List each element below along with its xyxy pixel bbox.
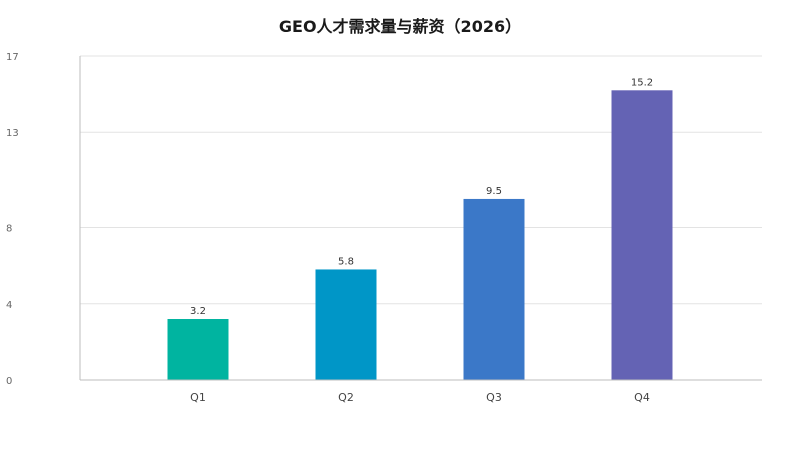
x-tick-label: Q2: [338, 391, 354, 404]
bars: [167, 90, 673, 381]
y-tick-label: 8: [6, 224, 12, 235]
data-label: 3.2: [190, 306, 206, 317]
x-tick-label: Q4: [634, 391, 650, 404]
bar-q1: [167, 319, 229, 380]
y-tick-label: 17: [6, 52, 19, 63]
x-axis-ticks: Q1 Q2 Q3 Q4: [190, 391, 650, 404]
bar-q4: [611, 90, 673, 381]
x-tick-label: Q3: [486, 391, 502, 404]
x-tick-label: Q1: [190, 391, 206, 404]
y-tick-label: 0: [6, 376, 12, 387]
y-tick-label: 13: [6, 128, 19, 139]
data-label: 9.5: [486, 186, 502, 197]
y-tick-label: 4: [6, 300, 12, 311]
data-label: 15.2: [631, 77, 653, 88]
data-label: 5.8: [338, 256, 354, 267]
bar-q2: [315, 269, 377, 380]
data-labels: 3.2 5.8 9.5 15.2: [190, 77, 653, 317]
chart-title: GEO人才需求量与薪资（2026）: [279, 17, 521, 36]
y-axis-ticks: 0 4 8 13 17: [6, 52, 19, 387]
bar-q3: [463, 198, 525, 380]
